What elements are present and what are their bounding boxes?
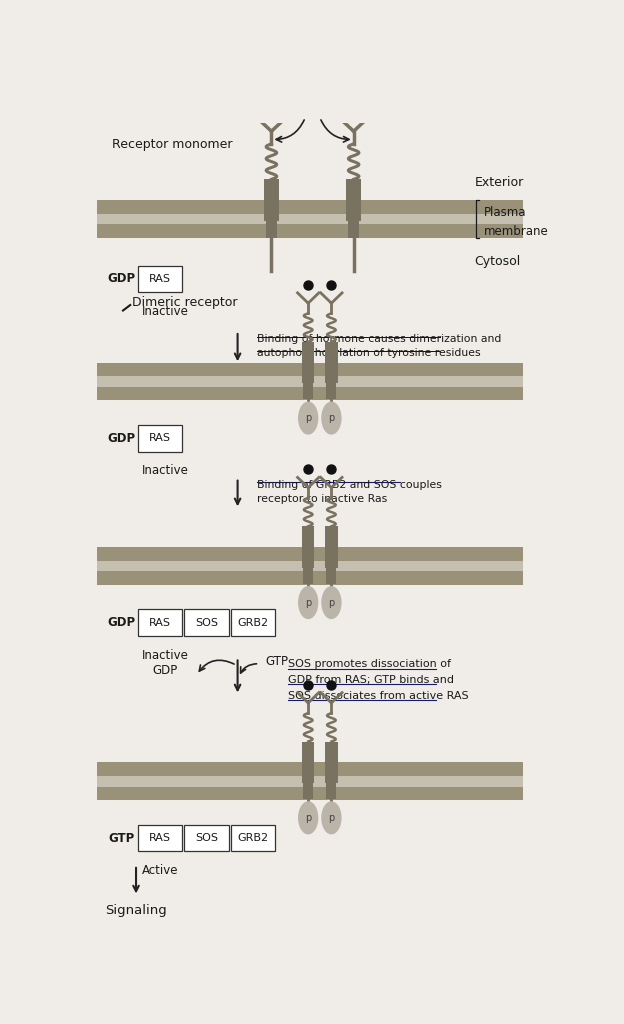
Text: Plasma: Plasma	[484, 206, 527, 219]
FancyBboxPatch shape	[302, 526, 314, 568]
Text: RAS: RAS	[149, 834, 171, 843]
Text: p: p	[305, 598, 311, 607]
FancyBboxPatch shape	[325, 526, 338, 568]
FancyBboxPatch shape	[326, 783, 336, 799]
FancyBboxPatch shape	[325, 741, 338, 783]
FancyBboxPatch shape	[138, 609, 182, 636]
FancyBboxPatch shape	[302, 342, 314, 383]
FancyBboxPatch shape	[97, 547, 523, 585]
Circle shape	[298, 586, 318, 620]
FancyBboxPatch shape	[266, 221, 277, 239]
Text: Binding of hormone causes dimerization and: Binding of hormone causes dimerization a…	[257, 334, 501, 344]
Text: GDP: GDP	[107, 432, 135, 444]
FancyBboxPatch shape	[138, 824, 182, 851]
Text: GTP: GTP	[109, 831, 135, 845]
Text: p: p	[328, 598, 334, 607]
Circle shape	[321, 401, 341, 434]
FancyBboxPatch shape	[97, 376, 523, 387]
FancyBboxPatch shape	[303, 783, 313, 799]
FancyBboxPatch shape	[231, 609, 275, 636]
Text: SOS: SOS	[195, 834, 218, 843]
Text: SOS promotes dissociation of: SOS promotes dissociation of	[288, 659, 451, 669]
Circle shape	[298, 802, 318, 835]
FancyBboxPatch shape	[97, 214, 523, 224]
Text: autophosphorylation of tyrosine residues: autophosphorylation of tyrosine residues	[257, 348, 480, 358]
FancyBboxPatch shape	[138, 425, 182, 452]
Text: Inactive: Inactive	[142, 305, 188, 318]
Text: p: p	[328, 413, 334, 423]
Text: GDP: GDP	[107, 616, 135, 630]
FancyBboxPatch shape	[303, 568, 313, 584]
Text: GDP: GDP	[152, 664, 177, 677]
Text: GDP: GDP	[107, 272, 135, 286]
FancyBboxPatch shape	[97, 762, 523, 800]
FancyBboxPatch shape	[302, 741, 314, 783]
FancyBboxPatch shape	[185, 824, 229, 851]
Text: Dimeric receptor: Dimeric receptor	[132, 296, 237, 309]
Text: Exterior: Exterior	[474, 176, 524, 189]
Text: RAS: RAS	[149, 433, 171, 443]
FancyBboxPatch shape	[348, 221, 359, 239]
Text: p: p	[328, 813, 334, 823]
FancyBboxPatch shape	[325, 342, 338, 383]
Text: GRB2: GRB2	[238, 834, 268, 843]
Circle shape	[298, 401, 318, 434]
FancyBboxPatch shape	[138, 265, 182, 293]
Text: Binding of GRB2 and SOS couples: Binding of GRB2 and SOS couples	[257, 480, 442, 490]
Text: GRB2: GRB2	[238, 617, 268, 628]
FancyBboxPatch shape	[326, 568, 336, 584]
Text: Signaling: Signaling	[105, 904, 167, 918]
Circle shape	[321, 586, 341, 620]
Text: SOS: SOS	[195, 617, 218, 628]
FancyBboxPatch shape	[231, 824, 275, 851]
Text: Cytosol: Cytosol	[474, 255, 521, 268]
Text: receptor to inactive Ras: receptor to inactive Ras	[257, 495, 387, 504]
Text: Receptor monomer: Receptor monomer	[112, 138, 232, 152]
FancyBboxPatch shape	[97, 200, 523, 238]
FancyBboxPatch shape	[346, 179, 361, 221]
Circle shape	[321, 802, 341, 835]
Text: GTP: GTP	[266, 655, 289, 668]
Text: Inactive: Inactive	[142, 464, 188, 477]
FancyBboxPatch shape	[185, 609, 229, 636]
Text: RAS: RAS	[149, 274, 171, 284]
Text: Inactive: Inactive	[142, 649, 188, 662]
Text: SOS dissociates from active RAS: SOS dissociates from active RAS	[288, 690, 469, 700]
Text: p: p	[305, 813, 311, 823]
Text: RAS: RAS	[149, 617, 171, 628]
FancyBboxPatch shape	[326, 383, 336, 399]
Text: Active: Active	[142, 864, 178, 877]
Text: p: p	[305, 413, 311, 423]
FancyBboxPatch shape	[303, 383, 313, 399]
Text: GDP from RAS; GTP binds and: GDP from RAS; GTP binds and	[288, 675, 454, 685]
FancyBboxPatch shape	[97, 776, 523, 786]
FancyBboxPatch shape	[97, 561, 523, 571]
FancyBboxPatch shape	[264, 179, 279, 221]
Text: membrane: membrane	[484, 225, 549, 239]
FancyBboxPatch shape	[97, 362, 523, 400]
